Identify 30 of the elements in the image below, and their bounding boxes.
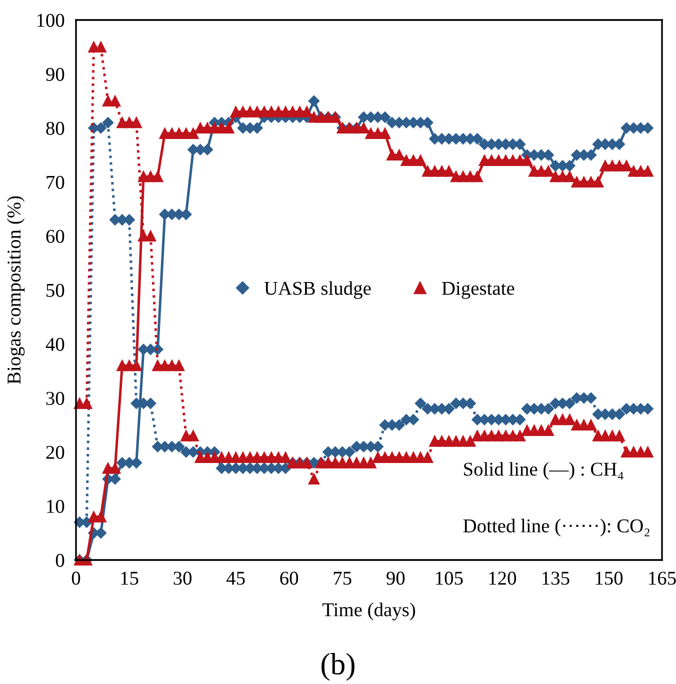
legend-label: UASB sludge [264, 281, 371, 299]
y-tick-label: 80 [46, 122, 64, 135]
y-tick-label: 70 [46, 176, 64, 189]
annotation: Solid line (—) : CH₄ [464, 462, 624, 480]
x-tick-label: 105 [436, 572, 463, 585]
x-tick-label: 90 [386, 572, 405, 585]
y-tick-label: 50 [46, 284, 64, 297]
x-tick-label: 30 [174, 572, 192, 585]
x-tick-label: 120 [489, 572, 516, 585]
y-tick-label: 0 [56, 554, 64, 567]
y-tick-label: 20 [46, 446, 64, 459]
x-tick-label: 15 [121, 572, 138, 585]
y-axis-title: Biogas composition (%) [6, 196, 25, 384]
x-tick-label: 0 [72, 572, 80, 585]
y-tick-label: 100 [37, 14, 64, 27]
x-axis-title: Time (days) [322, 602, 416, 620]
x-tick-label: 45 [226, 572, 245, 585]
x-tick-label: 75 [334, 572, 352, 585]
y-tick-label: 90 [46, 68, 64, 81]
annotation: Dotted line (······): CO₂ [463, 518, 650, 536]
legend-label: Digestate [442, 282, 514, 299]
y-tick-label: 30 [46, 392, 64, 405]
x-tick-label: 135 [542, 572, 570, 585]
y-tick-label: 60 [46, 230, 64, 243]
x-tick-label: 60 [280, 572, 298, 585]
y-tick-label: 40 [46, 338, 64, 351]
y-tick-label: 10 [47, 500, 64, 513]
text: (b) [322, 653, 354, 681]
x-tick-label: 150 [596, 572, 623, 585]
x-tick-label: 165 [649, 572, 676, 585]
